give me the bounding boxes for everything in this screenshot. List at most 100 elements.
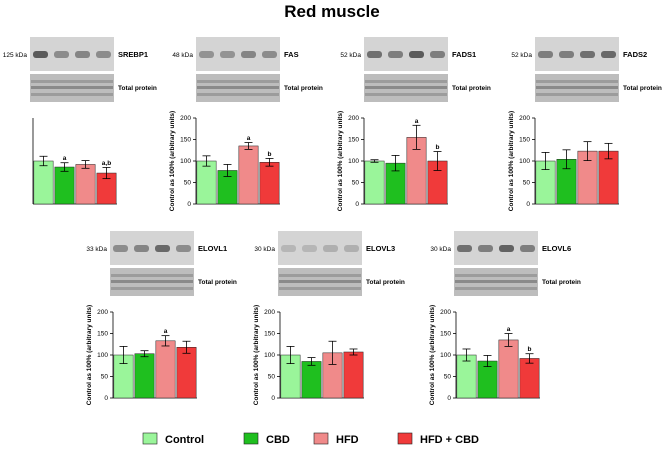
panels: 125 kDa SREBP1 Total protein a a,b 48 kDa FAS T… — [3, 37, 662, 405]
kda-label: 30 kDa — [254, 246, 275, 253]
y-axis-label: Control as 100% (arbitrary units) — [508, 111, 515, 211]
y-tick-label: 0 — [447, 395, 451, 402]
significance-label: a,b — [102, 160, 111, 167]
y-axis-label: Control as 100% (arbitrary units) — [429, 305, 436, 405]
blot-band — [538, 51, 553, 58]
legend-swatch — [243, 432, 259, 445]
legend-label: Control — [165, 434, 204, 446]
y-tick-label: 150 — [519, 137, 530, 144]
panel-elovl1: 33 kDa ELOVL1 Total protein 0 50 100 150 200 Con… — [86, 231, 237, 405]
total-protein-band — [197, 86, 279, 89]
y-tick-label: 50 — [101, 374, 109, 381]
figure-title: Red muscle — [284, 2, 379, 21]
y-tick-label: 100 — [180, 158, 191, 165]
blot-band — [601, 51, 616, 58]
y-tick-label: 50 — [523, 180, 531, 187]
panel-fads2: 52 kDa FADS2 Total protein 0 50 100 150 200 Cont… — [508, 37, 662, 211]
y-tick-label: 50 — [184, 180, 192, 187]
panel-srebp1: 125 kDa SREBP1 Total protein a a,b — [3, 37, 157, 205]
bar-control — [196, 160, 217, 205]
blot-band — [388, 51, 403, 58]
bar-hfd — [155, 340, 176, 399]
significance-label: a — [507, 326, 511, 333]
total-protein-band — [455, 287, 537, 290]
kda-label: 30 kDa — [430, 246, 451, 253]
y-tick-label: 100 — [264, 352, 275, 359]
y-tick-label: 100 — [519, 158, 530, 165]
panel-fas: 48 kDa FAS Total protein 0 50 100 150 200 Contro… — [169, 37, 323, 211]
y-tick-label: 0 — [355, 201, 359, 208]
total-protein-label: Total protein — [366, 279, 405, 286]
bar-hfd-cbd — [519, 358, 540, 399]
total-protein-band — [365, 86, 447, 89]
kda-label: 125 kDa — [3, 52, 28, 59]
legend-swatch — [397, 432, 413, 445]
total-protein-label: Total protein — [542, 279, 581, 286]
total-protein-band — [111, 287, 193, 290]
y-axis-label: Control as 100% (arbitrary units) — [337, 111, 344, 211]
y-tick-label: 200 — [440, 309, 451, 316]
blot-band — [559, 51, 574, 58]
total-protein-band — [536, 93, 618, 96]
y-tick-label: 50 — [444, 374, 452, 381]
y-axis-label: Control as 100% (arbitrary units) — [169, 111, 176, 211]
kda-label: 48 kDa — [172, 52, 193, 59]
bar-control — [364, 160, 385, 205]
total-protein-band — [279, 274, 361, 277]
blot-band — [520, 245, 535, 252]
blot-band — [499, 245, 514, 252]
bar-hfd — [498, 339, 519, 399]
panel-elovl6: 30 kDa ELOVL6 Total protein 0 50 100 150 200 Con… — [429, 231, 581, 405]
protein-name: SREBP1 — [118, 50, 148, 59]
y-tick-label: 0 — [271, 395, 275, 402]
total-protein-band — [279, 287, 361, 290]
total-protein-band — [111, 280, 193, 283]
bar-cbd — [301, 361, 322, 399]
blot-band — [134, 245, 149, 252]
legend-label: HFD + CBD — [420, 434, 479, 446]
total-protein-label: Total protein — [118, 85, 157, 92]
total-protein-band — [111, 274, 193, 277]
y-tick-label: 200 — [264, 309, 275, 316]
y-tick-label: 100 — [97, 352, 108, 359]
total-protein-band — [31, 80, 113, 83]
significance-label: b — [268, 151, 272, 158]
total-protein-band — [197, 80, 279, 83]
blot-band — [457, 245, 472, 252]
legend-label: HFD — [336, 434, 359, 446]
y-tick-label: 0 — [526, 201, 530, 208]
significance-label: a — [63, 155, 67, 162]
y-axis-label: Control as 100% (arbitrary units) — [86, 305, 93, 405]
bar-hfd-cbd — [259, 162, 280, 205]
legend-swatch — [313, 432, 329, 445]
total-protein-label: Total protein — [452, 85, 491, 92]
blot-band — [75, 51, 90, 58]
legend-swatch — [142, 432, 158, 445]
y-tick-label: 200 — [97, 309, 108, 316]
legend: Control CBD HFD HFD + CBD — [142, 432, 479, 446]
protein-name: ELOVL1 — [198, 244, 227, 253]
y-tick-label: 100 — [348, 158, 359, 165]
y-tick-label: 0 — [104, 395, 108, 402]
y-tick-label: 150 — [97, 331, 108, 338]
blot-band — [96, 51, 111, 58]
bar-hfd — [75, 164, 96, 205]
y-tick-label: 150 — [440, 331, 451, 338]
total-protein-label: Total protein — [623, 85, 662, 92]
y-tick-label: 150 — [264, 331, 275, 338]
total-protein-band — [31, 93, 113, 96]
panel-fads1: 52 kDa FADS1 Total protein 0 50 100 150 200 Cont… — [337, 37, 491, 211]
y-tick-label: 0 — [187, 201, 191, 208]
blot-band — [580, 51, 595, 58]
blot-band — [241, 51, 256, 58]
blot-band — [430, 51, 445, 58]
significance-label: b — [528, 346, 532, 353]
kda-label: 52 kDa — [340, 52, 361, 59]
y-tick-label: 200 — [519, 115, 530, 122]
kda-label: 33 kDa — [86, 246, 107, 253]
protein-name: ELOVL6 — [542, 244, 571, 253]
blot-band — [367, 51, 382, 58]
blot-band — [155, 245, 170, 252]
y-tick-label: 50 — [268, 374, 276, 381]
